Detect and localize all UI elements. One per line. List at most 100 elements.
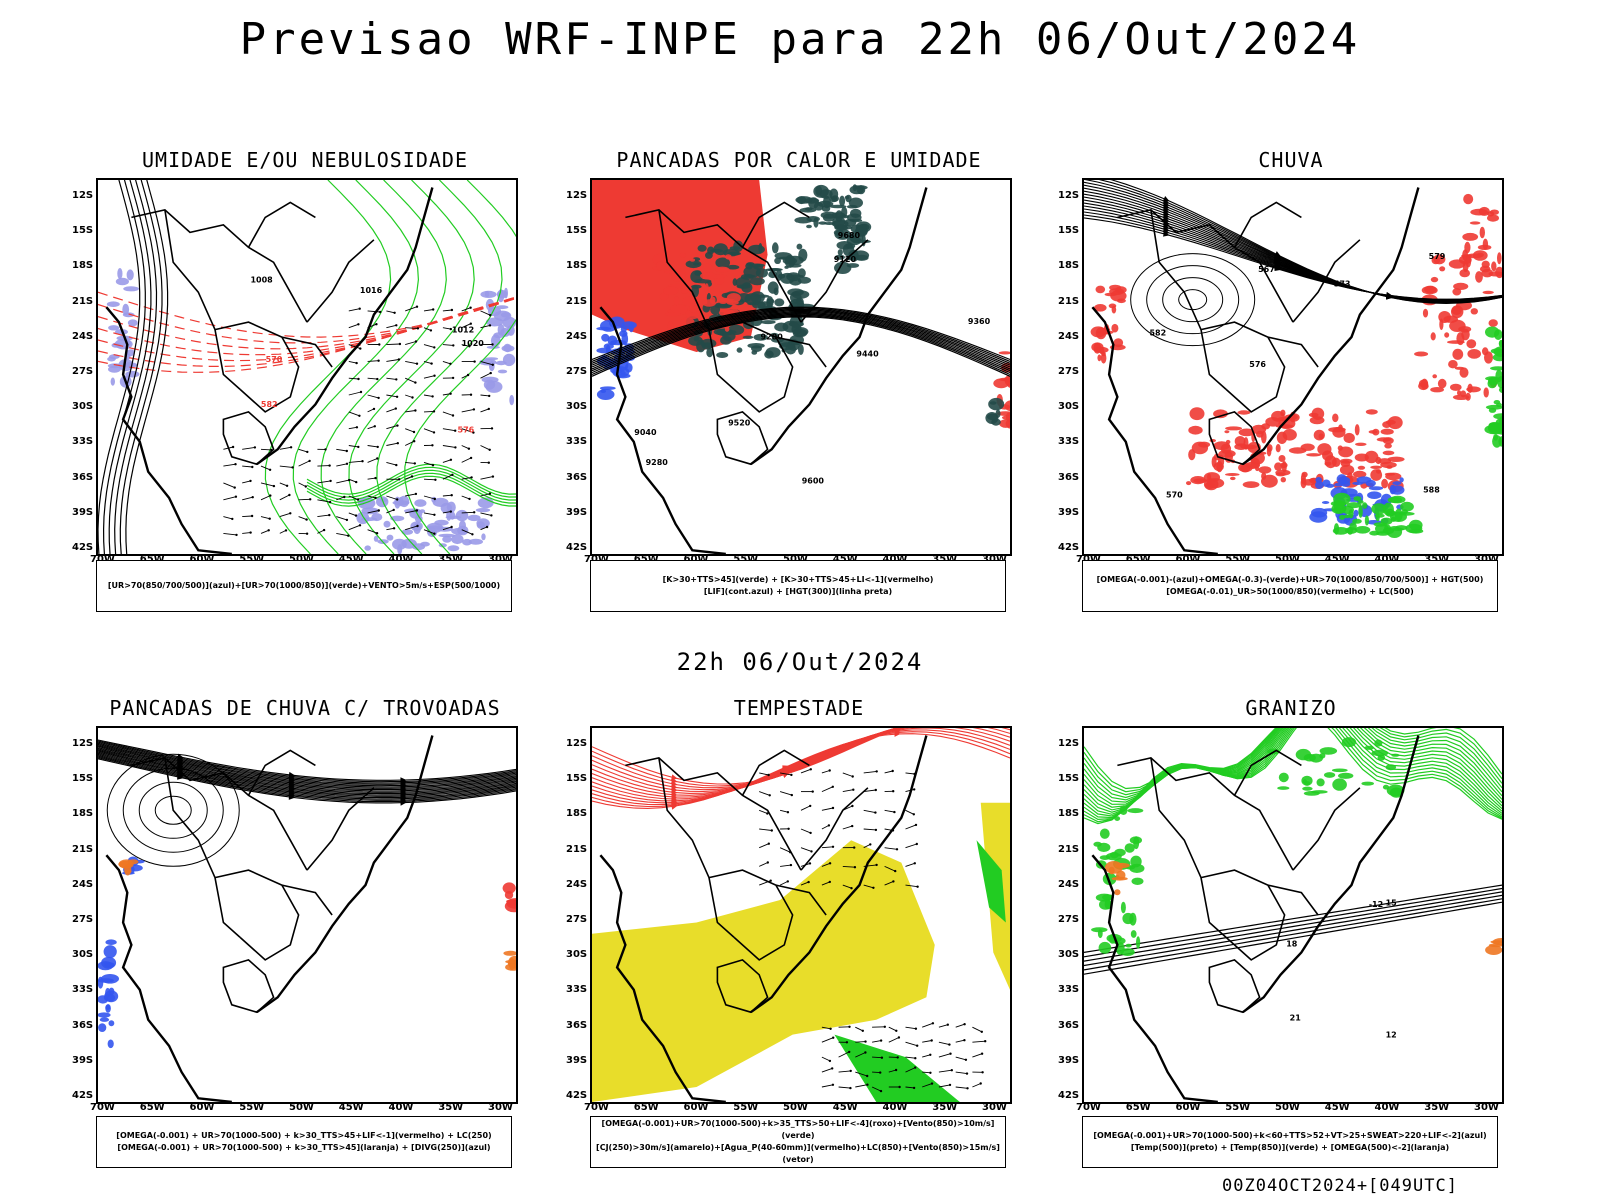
lat-tick-label: 21S [566, 295, 588, 307]
panel-legend: [OMEGA(-0.001) + UR>70(1000-500) + k>30_… [96, 1116, 512, 1168]
panel-map [590, 726, 1012, 1104]
lat-tick-label: 36S [566, 471, 588, 483]
panel-legend: [UR>70(850/700/500)](azul)+[UR>70(1000/8… [96, 560, 512, 612]
lat-tick-label: 18S [72, 260, 94, 272]
lon-tick-label: 55W [733, 554, 758, 565]
panel-map: -12 12 15 18 21 [1082, 726, 1504, 1104]
lon-tick-label: 65W [633, 1102, 659, 1113]
contour-label: 9200 [761, 333, 784, 342]
lat-tick-label: 39S [1058, 506, 1080, 518]
panel-map: 1008 1012 1016 1020 570 576 582 [96, 178, 518, 556]
lat-tick-label: 27S [566, 366, 588, 377]
lat-tick-label: 12S [1058, 190, 1080, 201]
lon-tick-label: 70W [584, 554, 609, 565]
map-drawing [98, 735, 516, 1102]
lon-tick-label: 35W [1424, 554, 1449, 565]
lat-tick-label: 21S [1058, 843, 1080, 855]
lat-tick-label: 15S [1058, 225, 1080, 237]
lat-tick-label: 24S [72, 878, 94, 890]
lat-tick-label: 27S [566, 914, 588, 925]
contour-label: 9360 [968, 317, 991, 326]
contour-label: 1012 [452, 325, 474, 334]
lon-tick-label: 40W [1374, 1102, 1400, 1113]
legend-line: [OMEGA(-0.01)_UR>50(1000/850)(vermelho) … [1166, 587, 1414, 596]
contour-label: 567 [1258, 265, 1275, 274]
lat-tick-label: 36S [1058, 471, 1080, 483]
panel-title: GRANIZO [1245, 696, 1337, 720]
contour-label: 582 [261, 400, 278, 409]
contour-label: 9120 [834, 255, 857, 264]
lat-tick-label: 15S [566, 225, 588, 237]
legend-line: [CJ(250)>30m/s](amarelo)+[Agua_P(40-60mm… [596, 1143, 1000, 1164]
lon-tick-label: 35W [932, 554, 957, 565]
lon-tick-label: 70W [584, 1102, 609, 1113]
contour-label: 570 [1166, 490, 1183, 499]
lat-tick-label: 42S [1058, 1090, 1080, 1101]
lon-tick-label: 30W [982, 1102, 1007, 1113]
contour-label: 9520 [728, 419, 751, 428]
lon-tick-label: 70W [1076, 554, 1101, 565]
lat-tick-label: 24S [566, 878, 588, 890]
contour-label: 1020 [462, 339, 485, 348]
panel-map: 9680 9600 9520 9440 9360 9280 9200 9120 9040 [590, 178, 1012, 556]
contour-label: 582 [1149, 328, 1166, 337]
lat-tick-label: 21S [1058, 295, 1080, 307]
contour-label: 15 [1386, 898, 1398, 907]
contour-label: 9440 [856, 350, 879, 359]
lon-tick-label: 70W [90, 554, 115, 565]
legend-line: [OMEGA(-0.001) + UR>70(1000-500) + k>30_… [116, 1131, 492, 1140]
lat-tick-label: 24S [1058, 330, 1080, 342]
run-footer: 00Z04OCT2024+[049UTC] [1222, 1176, 1458, 1196]
lat-tick-label: 30S [72, 401, 94, 413]
legend-line: [OMEGA(-0.001) + UR>70(1000-500) + k>30_… [117, 1143, 491, 1152]
lat-tick-label: 27S [72, 366, 94, 377]
lon-tick-label: 40W [389, 554, 414, 565]
lat-tick-label: 18S [566, 260, 588, 272]
lat-tick-label: 15S [72, 773, 94, 785]
lat-tick-label: 24S [566, 330, 588, 342]
lat-tick-label: 30S [566, 949, 588, 961]
lat-tick-label: 27S [72, 914, 94, 925]
legend-line: [OMEGA(-0.001)-(azul)+OMEGA(-0.3)-(verde… [1096, 575, 1484, 584]
panel-umidade: UMIDADE E/OU NEBULOSIDADE 1008 1012 1016 102… [56, 148, 518, 612]
panel-title: PANCADAS DE CHUVA C/ TROVOADAS [109, 696, 501, 720]
map-drawing: -12 12 15 18 21 [1084, 728, 1502, 1102]
map-drawing: 588 582 579 576 573 570 567 [1084, 180, 1502, 554]
lat-tick-label: 18S [566, 808, 588, 820]
lon-tick-label: 40W [1375, 554, 1400, 565]
lat-tick-label: 33S [566, 984, 588, 996]
lon-tick-label: 55W [1225, 1102, 1251, 1113]
lon-tick-label: 50W [289, 1102, 314, 1113]
lon-tick-label: 30W [1474, 554, 1499, 565]
contour-label: 1008 [250, 275, 273, 284]
panel-pancadas-trovoadas: PANCADAS DE CHUVA C/ TROVOADAS 12S 15S 18S 2… [56, 696, 518, 1168]
contour-label: 9680 [838, 231, 861, 240]
lon-tick-label: 45W [1324, 1102, 1350, 1113]
lon-tick-label: 55W [1225, 554, 1250, 565]
lat-tick-label: 15S [566, 773, 588, 785]
contour-label: 18 [1286, 940, 1298, 949]
map-drawing [592, 728, 1010, 1102]
lat-tick-label: 33S [566, 436, 588, 448]
lat-tick-label: 21S [566, 843, 588, 855]
panel-granizo: GRANIZO -12 12 15 18 21 12S 15S 18S 21S 24S 27S 30S 3… [1042, 696, 1504, 1168]
lon-tick-label: 50W [783, 554, 808, 565]
lon-tick-label: 50W [1275, 554, 1300, 565]
lat-tick-label: 24S [1058, 878, 1080, 890]
panel-title: UMIDADE E/OU NEBULOSIDADE [141, 148, 469, 172]
lon-tick-label: 55W [733, 1102, 759, 1113]
lat-tick-label: 36S [72, 1019, 94, 1031]
lat-tick-label: 30S [566, 401, 588, 413]
lon-tick-label: 55W [239, 554, 264, 565]
lon-tick-label: 40W [882, 1102, 908, 1113]
lat-tick-label: 15S [1058, 773, 1080, 785]
lon-tick-label: 40W [883, 554, 908, 565]
lon-tick-label: 50W [289, 554, 314, 565]
contour-label: 570 [266, 355, 283, 364]
lon-tick-label: 65W [139, 1102, 165, 1113]
lat-tick-label: 12S [72, 738, 94, 749]
contour-label: 12 [1386, 1031, 1397, 1040]
lat-tick-label: 42S [1058, 542, 1080, 553]
lon-tick-label: 40W [388, 1102, 414, 1113]
lon-tick-label: 45W [339, 554, 364, 565]
